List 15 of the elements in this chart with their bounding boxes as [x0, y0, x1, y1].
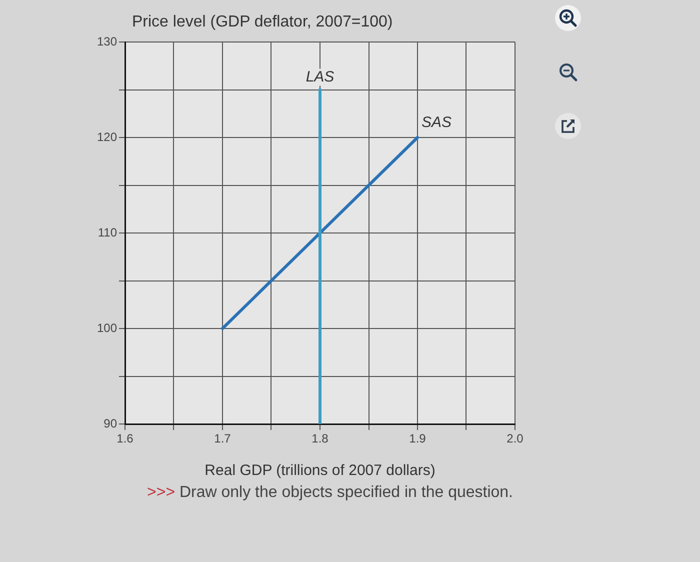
x-tick-label: 1.7	[214, 432, 232, 446]
x-axis-title: Real GDP (trillions of 2007 dollars)	[204, 462, 436, 480]
y-tick-label: 130	[96, 34, 118, 48]
y-tick-label: 90	[104, 416, 118, 430]
y-tick-label: 100	[96, 320, 118, 335]
y-tick-label: 110	[98, 225, 118, 240]
x-tick-label: 1.6	[116, 432, 134, 446]
x-tick-label: 1.9	[409, 432, 426, 446]
text: >>> Draw only the objects specified in the question.	[147, 484, 513, 502]
y-axis-title: Price level (GDP deflator, 2007=100)	[132, 13, 393, 30]
y-tick-label: 120	[96, 130, 118, 144]
series-label: LAS	[306, 68, 334, 86]
series-label: SAS	[422, 114, 452, 132]
x-tick-label: 1.8	[312, 432, 329, 446]
x-tick-label: 2.0	[506, 432, 524, 446]
